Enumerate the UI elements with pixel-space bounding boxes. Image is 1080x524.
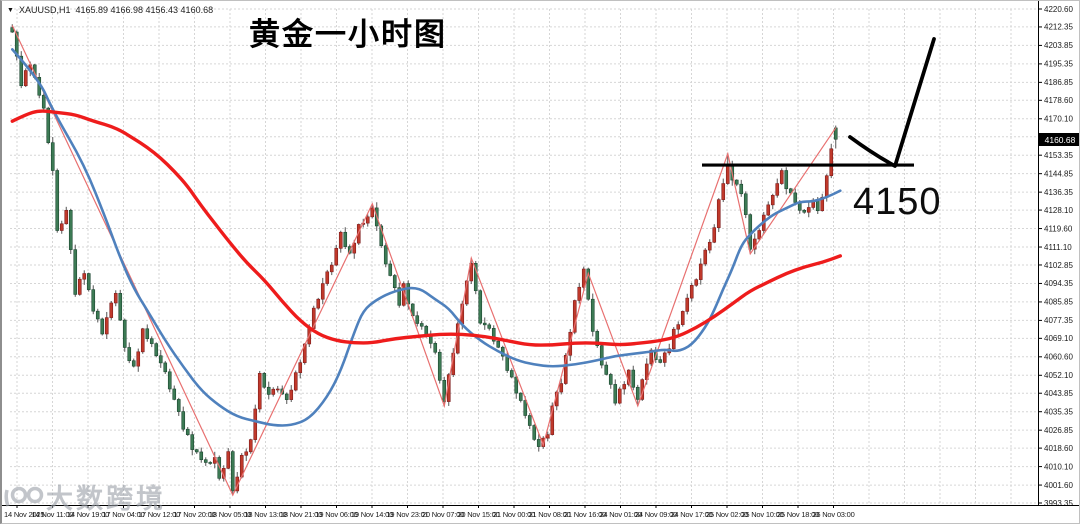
bounce-arrow xyxy=(848,37,936,168)
svg-text:17 Nov 04:00: 17 Nov 04:00 xyxy=(102,510,144,519)
svg-text:14 Nov 11:00: 14 Nov 11:00 xyxy=(32,510,74,519)
ma-red-line xyxy=(10,109,842,347)
svg-text:21 Nov 00:00: 21 Nov 00:00 xyxy=(493,510,535,519)
svg-text:4195.35: 4195.35 xyxy=(1044,60,1073,69)
svg-text:4178.60: 4178.60 xyxy=(1044,96,1073,105)
zigzag-line xyxy=(11,25,837,497)
svg-text:24 Nov 17:00: 24 Nov 17:00 xyxy=(670,510,712,519)
ma-blue-line xyxy=(11,48,842,427)
svg-text:18 Nov 21:00: 18 Nov 21:00 xyxy=(280,510,322,519)
svg-text:19 Nov 23:01: 19 Nov 23:01 xyxy=(386,510,428,519)
svg-text:4085.85: 4085.85 xyxy=(1044,298,1073,307)
svg-text:4212.35: 4212.35 xyxy=(1044,23,1073,32)
svg-text:4094.35: 4094.35 xyxy=(1044,279,1073,288)
svg-text:24 Nov 09:00: 24 Nov 09:00 xyxy=(635,510,677,519)
ohlc-values-label: 4165.89 4166.98 4156.43 4160.68 xyxy=(75,5,214,15)
svg-text:25 Nov 10:00: 25 Nov 10:00 xyxy=(741,510,783,519)
svg-text:3993.35: 3993.35 xyxy=(1044,499,1073,508)
svg-text:4001.60: 4001.60 xyxy=(1044,481,1073,490)
svg-text:25 Nov 02:00: 25 Nov 02:00 xyxy=(706,510,748,519)
svg-text:4077.35: 4077.35 xyxy=(1044,316,1073,325)
svg-text:18 Nov 13:00: 18 Nov 13:00 xyxy=(244,510,286,519)
svg-text:4220.60: 4220.60 xyxy=(1044,5,1073,14)
svg-text:4186.85: 4186.85 xyxy=(1044,78,1073,87)
chart-dropdown-icon[interactable]: ▼ xyxy=(7,6,14,14)
svg-text:24 Nov 01:00: 24 Nov 01:00 xyxy=(599,510,641,519)
svg-text:4018.60: 4018.60 xyxy=(1044,444,1073,453)
svg-text:4043.85: 4043.85 xyxy=(1044,389,1073,398)
svg-text:21 Nov 16:00: 21 Nov 16:00 xyxy=(564,510,606,519)
svg-text:4052.10: 4052.10 xyxy=(1044,371,1073,380)
price-axis[interactable]: 4220.60 4212.35 4203.85 4195.35 4186.85 4178.… xyxy=(1038,1,1073,508)
svg-text:19 Nov 06:00: 19 Nov 06:00 xyxy=(315,510,357,519)
indicator-lines xyxy=(10,25,842,497)
svg-text:4136.35: 4136.35 xyxy=(1044,188,1073,197)
svg-text:4060.60: 4060.60 xyxy=(1044,353,1073,362)
svg-text:4170.10: 4170.10 xyxy=(1044,115,1073,124)
svg-text:14 Nov 2025: 14 Nov 2025 xyxy=(4,510,44,519)
svg-text:4153.35: 4153.35 xyxy=(1044,151,1073,160)
svg-text:4144.85: 4144.85 xyxy=(1044,169,1073,178)
svg-text:25 Nov 18:00: 25 Nov 18:00 xyxy=(777,510,819,519)
svg-text:20 Nov 07:00: 20 Nov 07:00 xyxy=(422,510,464,519)
svg-text:4111.10: 4111.10 xyxy=(1044,243,1072,252)
svg-text:20 Nov 15:00: 20 Nov 15:00 xyxy=(457,510,499,519)
svg-text:4102.85: 4102.85 xyxy=(1044,261,1073,270)
svg-text:4069.10: 4069.10 xyxy=(1044,334,1073,343)
annotation-layer xyxy=(702,37,936,168)
svg-text:17 Nov 12:00: 17 Nov 12:00 xyxy=(138,510,180,519)
svg-text:4026.85: 4026.85 xyxy=(1044,426,1073,435)
svg-text:21 Nov 08:00: 21 Nov 08:00 xyxy=(528,510,570,519)
svg-text:19 Nov 14:00: 19 Nov 14:00 xyxy=(351,510,393,519)
svg-text:4035.35: 4035.35 xyxy=(1044,407,1073,416)
svg-text:18 Nov 05:00: 18 Nov 05:00 xyxy=(209,510,251,519)
chart-header: ▼ XAUUSD,H1 4165.89 4166.98 4156.43 4160… xyxy=(7,5,213,15)
svg-text:4010.10: 4010.10 xyxy=(1044,462,1073,471)
candles-layer[interactable] xyxy=(10,24,838,496)
svg-text:4128.10: 4128.10 xyxy=(1044,206,1073,215)
svg-text:4203.85: 4203.85 xyxy=(1044,41,1073,50)
svg-text:17 Nov 20:00: 17 Nov 20:00 xyxy=(173,510,215,519)
svg-text:26 Nov 03:00: 26 Nov 03:00 xyxy=(812,510,854,519)
symbol-timeframe-label: XAUUSD,H1 xyxy=(18,5,71,15)
svg-text:4119.60: 4119.60 xyxy=(1044,224,1073,233)
svg-text:14 Nov 19:00: 14 Nov 19:00 xyxy=(67,510,109,519)
grid-layer xyxy=(10,8,1038,504)
